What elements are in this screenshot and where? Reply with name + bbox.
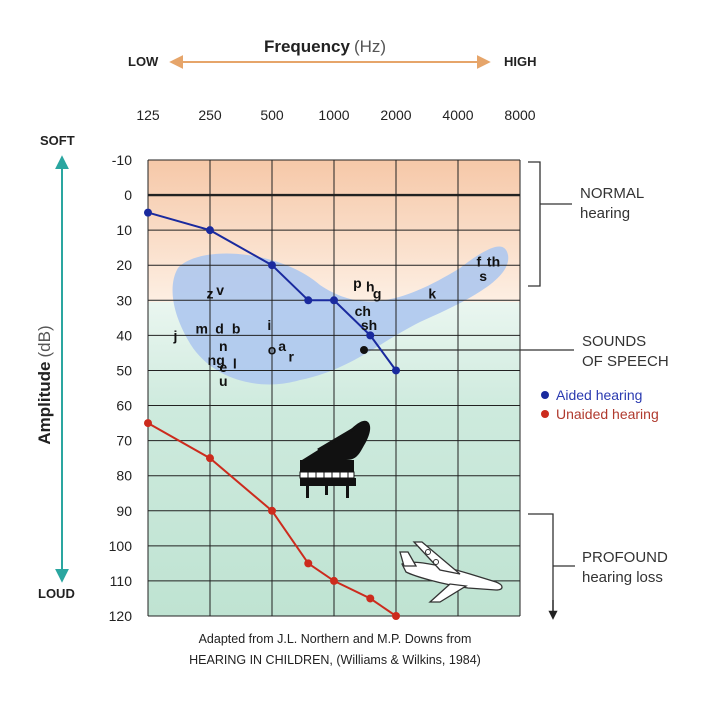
y-tick-label: 40: [116, 327, 132, 343]
normal-label-2: hearing: [580, 205, 630, 222]
unaided-hearing-point: [366, 594, 375, 603]
amp-axis-label: Amplitude(dB): [35, 325, 54, 444]
unaided-hearing-point: [392, 612, 400, 620]
aided-hearing-point: [268, 261, 276, 270]
piano-icon: [299, 420, 371, 498]
phoneme-label: ch: [355, 303, 371, 319]
aided-hearing-point: [366, 331, 375, 340]
profound-bracket: [528, 513, 575, 612]
aided-hearing-point: [304, 296, 313, 305]
x-tick-label: 1000: [318, 107, 349, 123]
y-tick-label: 100: [109, 538, 133, 554]
series-layer: [144, 208, 400, 620]
y-tick-label: 50: [116, 362, 132, 378]
freq-high-label: HIGH: [504, 54, 537, 69]
aided-hearing-point: [206, 226, 214, 235]
y-tick-label: 120: [109, 608, 133, 624]
phoneme-label: j: [173, 327, 178, 343]
freq-title: Frequency (Hz): [264, 37, 386, 56]
phoneme-label: g: [373, 285, 382, 301]
phoneme-label: i: [267, 317, 271, 333]
phoneme-label: s: [479, 268, 487, 284]
phoneme-label: v: [216, 282, 224, 298]
unaided-hearing-point: [330, 576, 338, 585]
y-tick-label: 70: [116, 433, 132, 449]
normal-bracket: [528, 161, 572, 287]
phoneme-label: h: [366, 278, 375, 294]
speech-marker-dot: [360, 346, 368, 354]
tick-labels: -10 0 10 20 30 40 50 60 70 80 90 100 110 120 125 250 500…: [109, 107, 536, 624]
aided-hearing-point: [144, 208, 152, 217]
normal-label-1: NORMAL: [580, 185, 644, 202]
x-tick-label: 500: [260, 107, 284, 123]
unaided-hearing-point: [304, 559, 313, 568]
phoneme-label: k: [428, 285, 436, 301]
y-tick-label: 110: [110, 573, 133, 589]
y-tick-label: 60: [116, 398, 132, 414]
phoneme-label: o: [268, 341, 277, 357]
aided-hearing-point: [392, 366, 400, 375]
speech-banana: [172, 246, 509, 385]
x-tick-label: 8000: [504, 107, 535, 123]
grid: [147, 159, 521, 617]
x-tick-label: 2000: [380, 107, 411, 123]
amp-loud-label: LOUD: [38, 586, 75, 601]
phoneme-label: f: [477, 254, 482, 270]
source-line-2: HEARING IN CHILDREN, (Williams & Wilkins…: [189, 653, 481, 667]
profound-label-1: PROFOUND: [582, 549, 668, 566]
phoneme-label: r: [289, 348, 295, 364]
legend-label-unaided: Unaided hearing: [556, 406, 659, 422]
phoneme-label: m: [196, 320, 208, 336]
source-line-1: Adapted from J.L. Northern and M.P. Down…: [199, 632, 472, 646]
phoneme-label: u: [219, 373, 228, 389]
phoneme-label: d: [215, 320, 224, 336]
y-tick-label: 0: [124, 187, 132, 203]
amp-soft-label: SOFT: [40, 133, 75, 148]
phoneme-label: z: [207, 285, 214, 301]
airplane-icon: [399, 541, 503, 603]
speech-label-2: OF SPEECH: [582, 353, 669, 370]
x-tick-label: 125: [136, 107, 160, 123]
phoneme-label: n: [219, 338, 228, 354]
speech-label-1: SOUNDS: [582, 333, 646, 350]
y-tick-label: 80: [116, 468, 132, 484]
phoneme-label: ng: [208, 352, 225, 368]
freq-low-label: LOW: [128, 54, 159, 69]
y-tick-label: -10: [112, 152, 132, 168]
unaided-hearing-point: [206, 454, 214, 463]
phoneme-label: b: [232, 320, 241, 336]
phoneme-label: sh: [361, 317, 377, 333]
legend-marker-aided: [541, 391, 549, 399]
y-tick-label: 20: [116, 257, 132, 273]
legend-label-aided: Aided hearing: [556, 387, 642, 403]
y-tick-label: 30: [116, 292, 132, 308]
x-tick-label: 4000: [442, 107, 473, 123]
phoneme-label: e: [219, 359, 227, 375]
y-tick-label: 10: [116, 222, 132, 238]
unaided-hearing-point: [268, 506, 276, 515]
phoneme-label: p: [353, 275, 362, 291]
aided-hearing-point: [330, 296, 338, 305]
phoneme-label: th: [487, 254, 500, 270]
x-tick-label: 250: [198, 107, 222, 123]
y-tick-label: 90: [116, 503, 132, 519]
unaided-hearing-point: [144, 419, 152, 428]
profound-label-2: hearing loss: [582, 569, 663, 586]
phoneme-label: a: [278, 338, 286, 354]
legend: Aided hearing Unaided hearing: [541, 387, 659, 422]
phoneme-label: l: [233, 355, 237, 371]
legend-marker-unaided: [541, 410, 549, 418]
